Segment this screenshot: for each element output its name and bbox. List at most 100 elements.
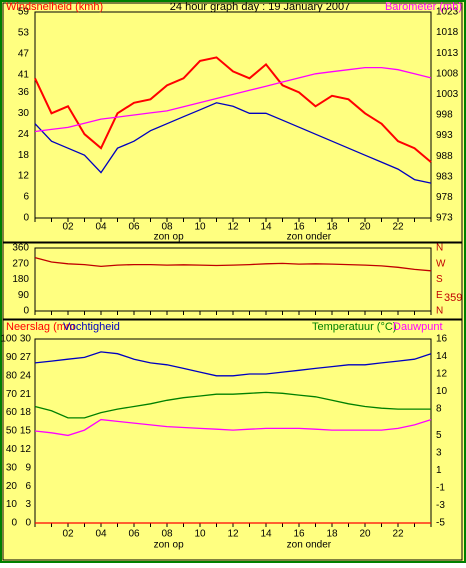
y-tick-label: 30 (18, 108, 30, 119)
y2-tick-label: 1013 (436, 48, 459, 59)
x-tick-label: 20 (359, 222, 371, 233)
y2-tick-label: 5 (436, 430, 442, 441)
x-tick-label: 14 (260, 222, 272, 233)
y3-tick-label: 12 (20, 444, 32, 455)
x-tick-label: 12 (227, 529, 239, 540)
annotation: zon op (154, 232, 184, 243)
y2-tick-label: 988 (436, 151, 453, 162)
y2-tick-label: 1 (436, 465, 442, 476)
y3-tick-label: 3 (25, 499, 31, 510)
y2-tick-label: 1008 (436, 68, 459, 79)
panel-frame (2, 319, 463, 561)
y2-tick-label: E (436, 290, 443, 301)
series-line (34, 66, 432, 133)
y2-tick-label: S (436, 274, 443, 285)
x-tick-label: 06 (128, 529, 140, 540)
x-tick-label: 16 (293, 222, 305, 233)
y2-tick-label: 998 (436, 110, 453, 121)
y2-tick-label: -1 (436, 483, 445, 494)
y2-tick-label: 8 (436, 404, 442, 415)
y-tick-label: 18 (18, 150, 30, 161)
y-tick-label: 0 (23, 306, 29, 317)
y2-tick-label: 16 (436, 334, 448, 345)
y2-tick-label: 14 (436, 351, 448, 362)
y-tick-label: 20 (6, 481, 18, 492)
y-tick-label: 0 (23, 213, 29, 224)
y-tick-label: 50 (6, 426, 18, 437)
x-tick-label: 18 (326, 222, 338, 233)
y-tick-label: 60 (6, 407, 18, 418)
y2-tick-label: 1023 (436, 7, 459, 18)
y-tick-label: 36 (18, 87, 30, 98)
y2-tick-label: N (436, 243, 443, 254)
series-line (34, 102, 432, 184)
y-tick-label: 12 (18, 171, 30, 182)
y2-tick-label: 12 (436, 369, 448, 380)
y2-axis-label: Barometer (mb) (385, 1, 462, 13)
panel-frame (2, 2, 463, 243)
x-tick-label: 20 (359, 529, 371, 540)
x-tick-label: 08 (161, 529, 173, 540)
y2-tick-label: -5 (436, 518, 445, 529)
y3-tick-label: 21 (20, 389, 32, 400)
y-tick-label: 40 (6, 444, 18, 455)
y-tick-label: 41 (18, 69, 30, 80)
y-axis-label: Windsnelheid (kmh) (6, 1, 103, 13)
series-line (34, 56, 432, 163)
y2-tick-label: 983 (436, 171, 453, 182)
y-tick-label: 10 (6, 499, 18, 510)
x-tick-label: 22 (392, 529, 404, 540)
annotation: zon op (154, 540, 184, 551)
y-tick-label: 80 (6, 370, 18, 381)
y-tick-label: 0 (11, 518, 17, 529)
x-tick-label: 08 (161, 222, 173, 233)
y-tick-label: 30 (6, 462, 18, 473)
x-tick-label: 22 (392, 222, 404, 233)
series-label: Dauwpunt (393, 321, 443, 333)
y-tick-label: 47 (18, 49, 30, 60)
current-value: 359 (444, 292, 462, 304)
y2-tick-label: W (436, 258, 446, 269)
x-tick-label: 02 (62, 222, 74, 233)
y-tick-label: 360 (12, 243, 29, 254)
series-label: Vochtigheid (63, 321, 120, 333)
y-tick-label: 100 (0, 334, 17, 345)
series-label: Temperatuur (°C) (312, 321, 396, 333)
panel-frame (2, 242, 463, 320)
y2-tick-label: 3 (436, 448, 442, 459)
y3-tick-label: 0 (25, 518, 31, 529)
y-tick-label: 70 (6, 389, 18, 400)
x-tick-label: 12 (227, 222, 239, 233)
x-tick-label: 10 (194, 529, 206, 540)
y2-tick-label: 1003 (436, 89, 459, 100)
series-line (34, 351, 432, 377)
y3-tick-label: 9 (25, 462, 31, 473)
y-tick-label: 6 (23, 192, 29, 203)
x-tick-label: 16 (293, 529, 305, 540)
series-line (34, 391, 431, 419)
y-tick-label: 24 (18, 129, 30, 140)
y3-tick-label: 18 (20, 407, 32, 418)
y3-tick-label: 27 (20, 352, 32, 363)
y2-tick-label: 973 (436, 213, 453, 224)
y3-tick-label: 15 (20, 426, 32, 437)
y-tick-label: 59 (18, 7, 30, 18)
y2-tick-label: N (436, 306, 443, 317)
y2-tick-label: 10 (436, 386, 448, 397)
chart-title: 24 hour graph day : 19 January 2007 (170, 1, 350, 13)
series-line (34, 256, 432, 272)
y-tick-label: 90 (18, 290, 30, 301)
series-line (34, 418, 432, 437)
y-tick-label: 270 (12, 258, 29, 269)
x-tick-label: 18 (326, 529, 338, 540)
y2-tick-label: 1018 (436, 27, 459, 38)
y-tick-label: 180 (12, 274, 29, 285)
y2-tick-label: -3 (436, 500, 445, 511)
annotation: zon onder (287, 540, 332, 551)
y2-tick-label: 993 (436, 130, 453, 141)
x-tick-label: 04 (95, 222, 107, 233)
y-tick-label: 90 (6, 352, 18, 363)
series-label: Neerslag (mm (6, 321, 75, 333)
